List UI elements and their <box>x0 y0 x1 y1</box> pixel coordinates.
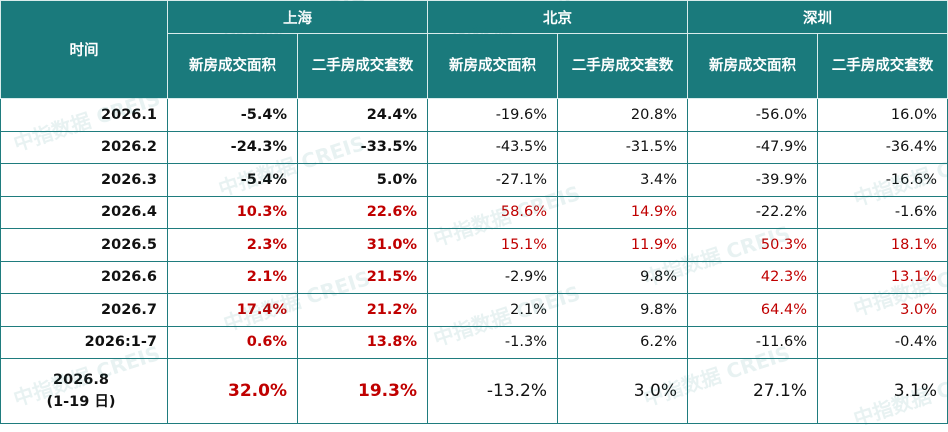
value-cell: -16.6% <box>817 163 948 197</box>
value-cell: -22.2% <box>687 195 818 229</box>
table-row: 2026.4 10.3% 22.6% 58.6% 14.9% -22.2% -1.6% <box>0 195 948 229</box>
value-cell: -11.6% <box>687 325 818 359</box>
value-cell: -1.6% <box>817 195 948 229</box>
value-cell: -0.4% <box>817 325 948 359</box>
value-cell: 21.2% <box>297 293 428 327</box>
value-cell: 2.1% <box>427 293 558 327</box>
table-row: 2026.3 -5.4% 5.0% -27.1% 3.4% -39.9% -16.6% <box>0 163 948 197</box>
value-cell: 21.5% <box>297 260 428 294</box>
table-row: 2026.5 2.3% 31.0% 15.1% 11.9% 50.3% 18.1% <box>0 228 948 262</box>
period-cell: 2026.1 <box>0 98 168 132</box>
value-cell: -5.4% <box>167 98 298 132</box>
value-cell: 13.8% <box>297 325 428 359</box>
value-cell: 58.6% <box>427 195 558 229</box>
table-row: 2026.1 -5.4% 24.4% -19.6% 20.8% -56.0% 16.0% <box>0 98 948 132</box>
value-cell: 2.1% <box>167 260 298 294</box>
value-cell: -56.0% <box>687 98 818 132</box>
value-cell: 13.1% <box>817 260 948 294</box>
value-cell: 11.9% <box>557 228 688 262</box>
value-cell: -36.4% <box>817 130 948 164</box>
city-header: 北京 <box>427 0 688 34</box>
table-row: 2026.7 17.4% 21.2% 2.1% 9.8% 64.4% 3.0% <box>0 293 948 327</box>
value-cell: 6.2% <box>557 325 688 359</box>
value-cell: -43.5% <box>427 130 558 164</box>
table-row: 2026:1-7 0.6% 13.8% -1.3% 6.2% -11.6% -0.4% <box>0 325 948 359</box>
value-cell: 16.0% <box>817 98 948 132</box>
value-cell: 27.1% <box>687 358 818 424</box>
value-cell: -1.3% <box>427 325 558 359</box>
time-header: 时间 <box>0 0 168 99</box>
value-cell: -47.9% <box>687 130 818 164</box>
period-cell: 2026.2 <box>0 130 168 164</box>
period-cell: 2026.5 <box>0 228 168 262</box>
city-header: 上海 <box>167 0 428 34</box>
value-cell: 50.3% <box>687 228 818 262</box>
city-header: 深圳 <box>687 0 948 34</box>
value-cell: 9.8% <box>557 260 688 294</box>
period-cell: 2026.6 <box>0 260 168 294</box>
value-cell: 18.1% <box>817 228 948 262</box>
table-row: 2026.8 (1-19 日) 32.0% 19.3% -13.2% 3.0% 27.1%… <box>0 358 948 424</box>
period-cell: 2026:1-7 <box>0 325 168 359</box>
value-cell: 0.6% <box>167 325 298 359</box>
value-cell: 2.3% <box>167 228 298 262</box>
value-cell: -2.9% <box>427 260 558 294</box>
value-cell: 3.1% <box>817 358 948 424</box>
metric-header: 新房成交面积 <box>687 33 818 99</box>
metric-header: 二手房成交套数 <box>557 33 688 99</box>
value-cell: -27.1% <box>427 163 558 197</box>
period-cell: 2026.3 <box>0 163 168 197</box>
period-cell: 2026.4 <box>0 195 168 229</box>
table-row: 2026.6 2.1% 21.5% -2.9% 9.8% 42.3% 13.1% <box>0 260 948 294</box>
value-cell: -31.5% <box>557 130 688 164</box>
value-cell: 15.1% <box>427 228 558 262</box>
value-cell: 42.3% <box>687 260 818 294</box>
value-cell: -24.3% <box>167 130 298 164</box>
value-cell: 9.8% <box>557 293 688 327</box>
value-cell: 22.6% <box>297 195 428 229</box>
value-cell: 14.9% <box>557 195 688 229</box>
metric-header: 新房成交面积 <box>167 33 298 99</box>
value-cell: -5.4% <box>167 163 298 197</box>
metric-header: 新房成交面积 <box>427 33 558 99</box>
value-cell: -39.9% <box>687 163 818 197</box>
value-cell: 3.4% <box>557 163 688 197</box>
value-cell: 32.0% <box>167 358 298 424</box>
metric-header: 二手房成交套数 <box>297 33 428 99</box>
period-cell: 2026.8 (1-19 日) <box>0 358 168 424</box>
value-cell: 3.0% <box>557 358 688 424</box>
value-cell: 17.4% <box>167 293 298 327</box>
metric-header: 二手房成交套数 <box>817 33 948 99</box>
table-row: 2026.2 -24.3% -33.5% -43.5% -31.5% -47.9% -36.… <box>0 130 948 164</box>
value-cell: 5.0% <box>297 163 428 197</box>
value-cell: 3.0% <box>817 293 948 327</box>
value-cell: -19.6% <box>427 98 558 132</box>
value-cell: 64.4% <box>687 293 818 327</box>
value-cell: 31.0% <box>297 228 428 262</box>
value-cell: -13.2% <box>427 358 558 424</box>
value-cell: 19.3% <box>297 358 428 424</box>
period-cell: 2026.7 <box>0 293 168 327</box>
value-cell: -33.5% <box>297 130 428 164</box>
value-cell: 10.3% <box>167 195 298 229</box>
value-cell: 24.4% <box>297 98 428 132</box>
value-cell: 20.8% <box>557 98 688 132</box>
